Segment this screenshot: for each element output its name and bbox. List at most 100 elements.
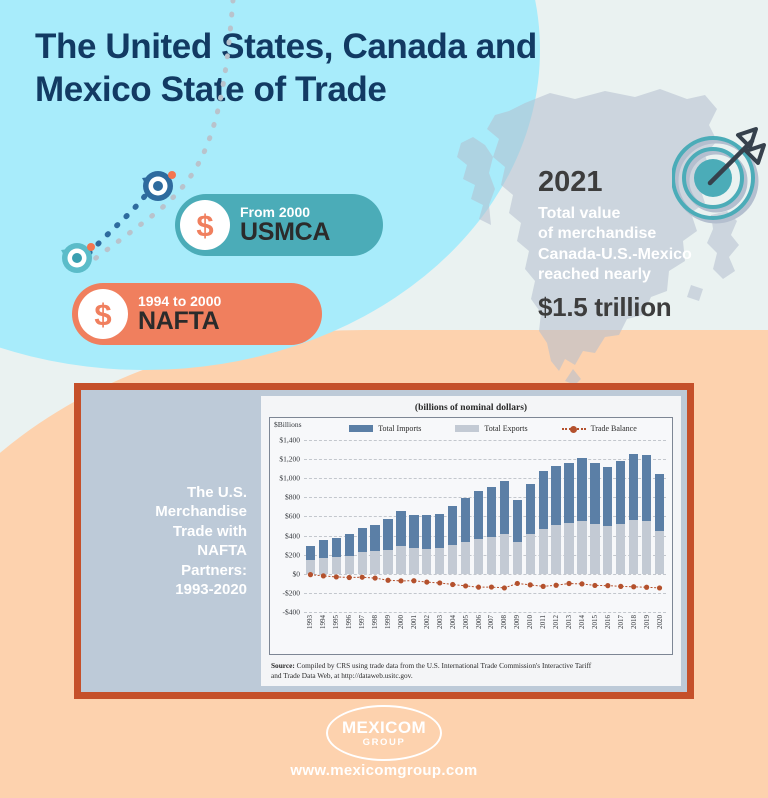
chart-bar xyxy=(370,524,380,574)
bar-segment-exports xyxy=(654,530,665,574)
trade-balance-point xyxy=(566,580,572,587)
bar-segment-exports xyxy=(396,545,406,574)
chart-bar xyxy=(435,513,445,574)
trade-balance-point xyxy=(450,581,456,588)
chart-bar xyxy=(525,483,535,574)
chart-bar xyxy=(616,460,626,574)
chart-bar xyxy=(409,514,419,574)
caption-line-5: Partners: xyxy=(181,561,247,579)
bar-segment-exports xyxy=(603,526,613,574)
chart-gridline xyxy=(304,573,666,575)
chart-source-note: Source: Compiled by CRS using trade data… xyxy=(269,655,673,682)
chart-bar xyxy=(590,463,600,574)
stat-line-2: of merchandise xyxy=(538,225,657,243)
trade-balance-point xyxy=(631,584,637,590)
bar-segment-imports xyxy=(396,511,406,546)
bar-segment-imports xyxy=(383,518,393,550)
bar-segment-exports xyxy=(486,536,497,574)
stat-amount: $1.5 trillion xyxy=(538,291,672,322)
trade-balance-point xyxy=(579,581,585,587)
trade-balance-point xyxy=(540,583,546,589)
trade-balance-point xyxy=(553,582,559,588)
chart-gridline xyxy=(304,535,666,537)
badge-nafta[interactable]: $ 1994 to 2000 NAFTA xyxy=(72,283,322,345)
chart-gridline xyxy=(304,497,666,499)
chart-bar xyxy=(357,527,367,574)
north-america-map xyxy=(455,85,745,385)
page-title: The United States, Canada and Mexico Sta… xyxy=(35,26,695,111)
chart-gridline xyxy=(304,440,666,441)
chart-bar xyxy=(629,454,639,574)
bar-segment-imports xyxy=(590,463,600,525)
chart-gridline xyxy=(304,478,666,480)
bar-segment-exports xyxy=(383,549,393,574)
logo-subtitle: GROUP xyxy=(362,736,406,748)
chart-card: (billions of nominal dollars) Total Impo… xyxy=(261,396,681,686)
chart-bar xyxy=(448,505,458,574)
chart-legend: Total Imports Total Exports Trade Balance xyxy=(270,418,672,433)
chart-bar xyxy=(603,466,613,574)
caption-line-2: Merchandise xyxy=(155,503,247,520)
y-axis-tick-label: $1,400 xyxy=(279,435,300,445)
bar-segment-imports xyxy=(344,533,354,556)
bar-segment-exports xyxy=(577,521,587,574)
chart-bar xyxy=(460,498,471,574)
chart-bar xyxy=(641,455,652,574)
bar-segment-imports xyxy=(629,454,639,521)
bar-segment-imports xyxy=(538,470,548,529)
bar-segment-exports xyxy=(551,525,561,574)
bar-segment-imports xyxy=(409,514,419,548)
bar-segment-exports xyxy=(641,521,652,574)
bar-segment-imports xyxy=(641,455,652,522)
caption-line-1: The U.S. xyxy=(186,483,247,501)
chart-bar xyxy=(512,500,522,574)
chart-bar xyxy=(383,518,393,574)
legend-label: Total Exports xyxy=(484,424,528,433)
dollar-coin-icon: $ xyxy=(78,289,128,339)
bar-segment-imports xyxy=(422,515,432,549)
website-url[interactable]: www.mexicomgroup.com xyxy=(290,762,478,779)
bar-segment-imports xyxy=(512,500,522,542)
bar-segment-exports xyxy=(460,542,471,574)
legend-item: Total Exports xyxy=(455,424,528,433)
chart-panel: The U.S. Merchandise Trade with NAFTA Pa… xyxy=(74,383,694,699)
bar-segment-exports xyxy=(538,528,548,574)
bar-segment-imports xyxy=(473,490,484,539)
trade-balance-point xyxy=(463,583,469,589)
y-axis-tick-label: $1,200 xyxy=(279,454,300,464)
bar-segment-exports xyxy=(409,547,419,574)
bar-segment-exports xyxy=(305,560,316,574)
legend-swatch xyxy=(349,425,374,432)
stat-line-1: Total value xyxy=(538,205,621,222)
trade-balance-point xyxy=(656,585,663,591)
caption-line-3: Trade with xyxy=(172,522,247,540)
mexicom-logo: MEXICOM GROUP xyxy=(326,705,442,761)
dollar-coin-icon: $ xyxy=(180,200,230,250)
dollar-symbol: $ xyxy=(196,207,214,243)
bar-segment-exports xyxy=(344,555,354,574)
bar-segment-exports xyxy=(629,520,639,574)
bar-segment-exports xyxy=(370,551,380,574)
chart-gridline xyxy=(304,516,666,518)
y-axis-tick-label: -$400 xyxy=(282,607,301,617)
trade-balance-line xyxy=(307,572,663,591)
stat-description: Total value of merchandise Canada-U.S.-M… xyxy=(538,204,738,286)
chart-bar xyxy=(538,470,548,574)
trade-balance-point xyxy=(385,577,391,583)
trade-balance-point xyxy=(320,573,326,579)
chart-plot-box: Total Imports Total Exports Trade Balance … xyxy=(269,417,673,655)
caption-line-6: 1993-2020 xyxy=(175,581,247,598)
bar-segment-exports xyxy=(357,552,367,574)
bar-segment-imports xyxy=(525,483,535,535)
bar-segment-exports xyxy=(525,534,535,574)
bar-segment-exports xyxy=(499,534,510,574)
chart-bar xyxy=(486,486,497,574)
legend-swatch xyxy=(455,425,480,432)
badge-usmca[interactable]: $ From 2000 USMCA xyxy=(175,194,383,256)
bar-segment-exports xyxy=(564,523,574,574)
trade-balance-point xyxy=(618,583,624,589)
bar-segment-imports xyxy=(499,480,510,535)
trade-balance-point xyxy=(307,572,314,578)
trade-balance-point xyxy=(488,584,495,590)
